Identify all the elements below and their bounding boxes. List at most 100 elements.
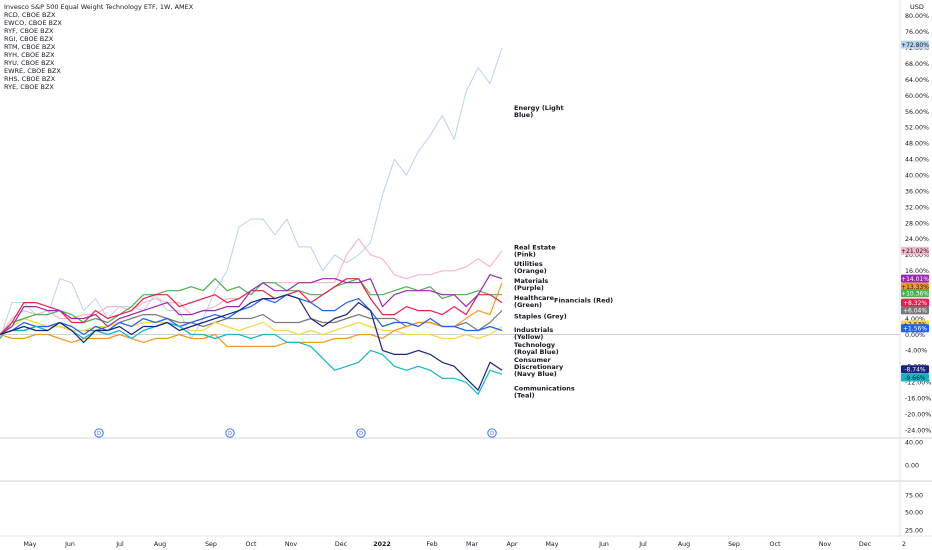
y-tick-label: 40.00%: [905, 173, 929, 180]
legend-symbol[interactable]: EWRE, CBOE BZX: [4, 67, 61, 75]
y-tick-label: 80.00%: [905, 13, 929, 20]
y-tick-label: -24.00%: [905, 427, 931, 434]
dividend-marker: [225, 428, 235, 438]
y-tick-label: 16.00%: [905, 268, 929, 275]
series-annotation: Energy (Light: [514, 104, 564, 112]
x-tick-label: May: [545, 541, 558, 548]
legend-symbol[interactable]: EWCO, CBOE BZX: [4, 19, 62, 27]
series-line-consumer-disc: [0, 294, 503, 391]
legend-symbol[interactable]: RHS, CBOE BZX: [4, 75, 56, 83]
legend-symbol[interactable]: RCD, CBOE BZX: [4, 11, 56, 19]
series-annotation: Communications: [514, 385, 575, 393]
y-tick-label: -20.00%: [905, 411, 931, 418]
y-tick-label: 20.00%: [905, 252, 929, 259]
currency-label[interactable]: USD: [910, 3, 924, 11]
y-tick-label: 56.00%: [905, 109, 929, 116]
x-tick-label: Apr: [507, 541, 518, 548]
x-tick-label: 2022: [373, 541, 391, 548]
y-tick-label: 64.00%: [905, 77, 929, 84]
price-label: -8.74%: [904, 367, 926, 374]
y-tick-label: 36.00%: [905, 188, 929, 195]
dividend-marker: [356, 428, 366, 438]
x-tick-label: Sep: [205, 541, 217, 548]
series-line-industrials: [0, 317, 503, 340]
price-label-bg: [901, 298, 929, 307]
dividend-marker-label: D: [228, 431, 232, 437]
series-annotation: Industrials: [514, 326, 553, 334]
series-annotation: Blue): [514, 111, 533, 119]
series-line-materials: [0, 274, 503, 335]
legend-title[interactable]: Invesco S&P 500 Equal Weight Technology …: [4, 3, 194, 11]
x-tick-label: Sep: [728, 541, 740, 548]
price-label-bg: [901, 365, 929, 374]
x-tick-label: Mar: [466, 541, 478, 548]
x-tick-label: Dec: [859, 541, 872, 548]
y-tick-label: -4.00%: [905, 348, 927, 355]
y-tick-label: 32.00%: [905, 204, 929, 211]
x-tick-label: Jun: [64, 541, 75, 548]
x-tick-label: May: [23, 541, 36, 548]
price-label: +14.01%: [901, 276, 929, 283]
y-tick-label: -12.00%: [905, 380, 931, 387]
legend-symbol[interactable]: RTM, CBOE BZX: [4, 43, 56, 51]
dividend-marker: [94, 428, 104, 438]
series-line-real-estate: [0, 238, 503, 335]
x-tick-label: Jul: [115, 541, 124, 548]
dividend-marker-label: D: [490, 431, 494, 437]
legend-symbol[interactable]: RYU, CBOE BZX: [4, 59, 55, 67]
rsi-tick-label: 50.00: [905, 509, 923, 516]
price-label: -9.66%: [904, 375, 926, 382]
x-tick-label: Nov: [819, 541, 832, 548]
rsi-tick-label: 75.00: [905, 492, 923, 499]
price-label-bg: [901, 324, 929, 333]
price-label-bg: [901, 289, 929, 298]
y-tick-label: -16.00%: [905, 395, 931, 402]
x-tick-label: Aug: [678, 541, 690, 548]
series-line-communications: [0, 321, 503, 395]
series-annotation: Consumer: [514, 356, 552, 364]
series-annotation: Staples (Grey): [514, 313, 567, 321]
price-label: +1.56%: [903, 326, 927, 333]
y-tick-label: 0.00%: [905, 332, 925, 339]
series-line-technology: [0, 294, 503, 336]
legend-symbol[interactable]: RYF, CBOE BZX: [4, 27, 54, 35]
series-annotation: Utilities: [514, 260, 543, 268]
y-tick-label: 44.00%: [905, 157, 929, 164]
dividend-marker-label: D: [359, 431, 363, 437]
rsi-tick-label: 25.00: [905, 527, 923, 534]
chart-legend: Invesco S&P 500 Equal Weight Technology …: [4, 3, 193, 91]
price-label-bg: [901, 40, 929, 49]
y-tick-label: 76.00%: [905, 29, 929, 36]
y-tick-label: 28.00%: [905, 220, 929, 227]
legend-symbol[interactable]: RYE, CBOE BZX: [4, 83, 54, 91]
y-tick-label: 24.00%: [905, 236, 929, 243]
series-annotation: (Green): [514, 301, 542, 309]
price-label-bg: [901, 246, 929, 255]
dividend-marker: [487, 428, 497, 438]
series-annotation: Healthcare: [514, 294, 555, 302]
x-tick-label: Feb: [426, 541, 437, 548]
price-label-bg: [901, 274, 929, 283]
series-annotation: (Yellow): [514, 333, 543, 341]
price-label: +21.02%: [901, 248, 929, 255]
series-annotation: (Orange): [514, 267, 547, 275]
series-annotation: (Navy Blue): [514, 370, 557, 378]
series-annotation: Financials (Red): [554, 297, 613, 305]
legend-symbol[interactable]: RYH, CBOE BZX: [4, 51, 55, 59]
price-label: +13.33%: [901, 284, 929, 291]
series-annotation: (Pink): [514, 250, 536, 258]
x-tick-label: 2: [902, 541, 906, 548]
x-tick-label: Jul: [638, 541, 647, 548]
dividend-marker-label: D: [97, 431, 101, 437]
x-tick-label: Oct: [770, 541, 781, 548]
price-label: +10.36%: [901, 291, 929, 298]
series-annotation: Real Estate: [514, 243, 556, 251]
x-tick-label: Dec: [335, 541, 348, 548]
x-tick-label: Aug: [154, 541, 166, 548]
price-label: +72.80%: [901, 42, 929, 49]
price-label: +6.04%: [903, 308, 927, 315]
series-annotation: Materials: [514, 277, 548, 285]
legend-symbol[interactable]: RGI, CBOE BZX: [4, 35, 54, 43]
price-label: +8.32%: [903, 300, 927, 307]
